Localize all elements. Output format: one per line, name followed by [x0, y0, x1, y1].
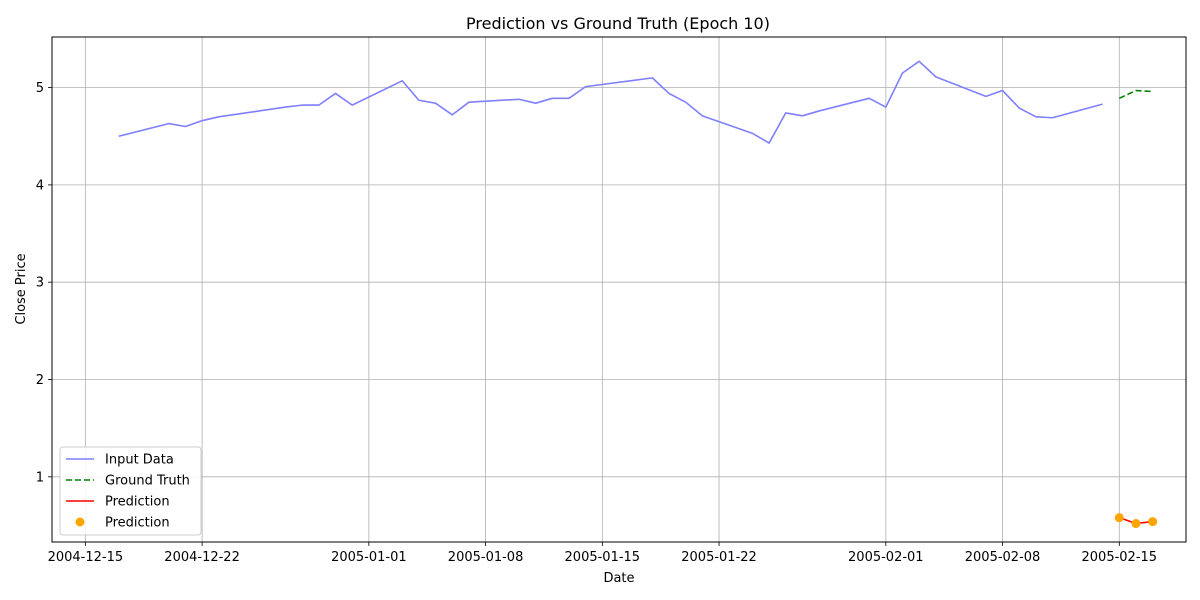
x-tick-label: 2005-01-01 [331, 550, 407, 565]
data-point [1131, 519, 1141, 529]
x-tick-label: 2005-02-08 [965, 550, 1041, 565]
x-tick-label: 2005-01-22 [681, 550, 757, 565]
x-tick-label: 2005-01-15 [565, 550, 641, 565]
y-tick-label: 3 [36, 276, 44, 291]
x-tick-label: 2005-01-08 [448, 550, 524, 565]
y-tick-label: 2 [36, 373, 44, 388]
legend-marker [75, 517, 85, 527]
grid [52, 37, 1186, 542]
x-axis-label: Date [603, 571, 634, 586]
legend: Input Data Ground Truth Prediction Predicti… [59, 446, 202, 536]
y-tick-label: 4 [36, 178, 44, 193]
x-tick-label: 2005-02-01 [848, 550, 924, 565]
legend-label: Input Data [105, 453, 174, 468]
x-tick-label: 2005-02-15 [1082, 550, 1158, 565]
x-tick-label: 2004-12-22 [164, 550, 240, 565]
legend-label: Prediction [105, 516, 170, 531]
legend-label: Prediction [105, 495, 170, 510]
ticks: 2004-12-15 2004-12-22 2005-01-01 2005-01-08… [36, 81, 1157, 565]
x-tick-label: 2004-12-15 [48, 550, 124, 565]
y-axis-label: Close Price [14, 253, 29, 324]
input-data-line [118, 60, 1103, 144]
series-layer [118, 60, 1158, 529]
plot-frame [51, 36, 1187, 543]
data-point [1148, 517, 1158, 527]
legend-box [59, 446, 202, 536]
legend-label: Ground Truth [105, 474, 190, 489]
ground-truth-line [1118, 89, 1153, 100]
chart-title: Prediction vs Ground Truth (Epoch 10) [466, 14, 770, 33]
y-tick-label: 1 [36, 470, 44, 485]
y-tick-label: 5 [36, 81, 44, 96]
data-point [1114, 513, 1124, 523]
